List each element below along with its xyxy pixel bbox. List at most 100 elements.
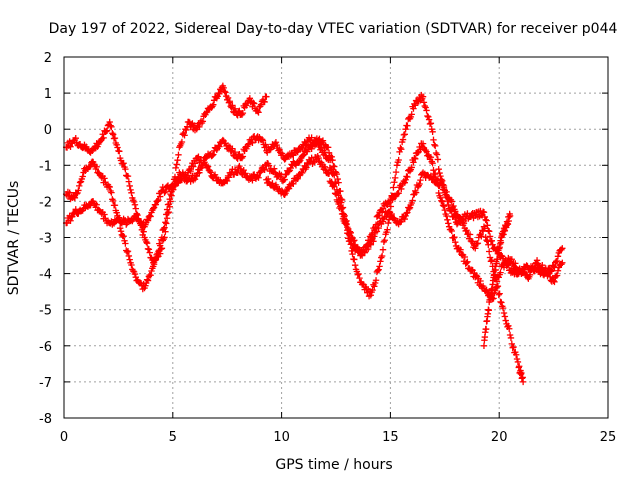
y-tick-label: -8	[39, 412, 52, 427]
data-point	[412, 189, 420, 196]
data-point	[486, 233, 494, 240]
data-point	[236, 107, 243, 115]
data-point	[451, 211, 458, 219]
data-point	[377, 258, 384, 265]
data-point	[414, 149, 422, 156]
data-point	[398, 185, 405, 193]
data-point	[457, 246, 464, 253]
data-point	[390, 184, 397, 191]
data-point	[508, 256, 516, 263]
data-point	[553, 272, 561, 279]
data-point	[550, 263, 557, 270]
data-point	[338, 205, 345, 213]
data-point	[398, 217, 405, 225]
data-point	[443, 193, 450, 201]
data-point	[250, 100, 258, 107]
data-point	[127, 186, 134, 194]
data-point	[408, 164, 415, 171]
data-point	[331, 171, 338, 179]
data-point	[436, 169, 443, 177]
data-point	[376, 263, 383, 270]
data-point	[255, 109, 262, 116]
data-point	[161, 189, 168, 196]
data-point	[220, 84, 227, 92]
data-point	[113, 209, 120, 216]
data-point	[483, 217, 490, 224]
data-point	[461, 253, 469, 261]
data-point	[485, 228, 493, 235]
x-tick-label: 0	[60, 430, 68, 445]
data-point	[371, 226, 378, 234]
data-point	[497, 269, 504, 276]
data-point	[354, 271, 361, 278]
data-point	[429, 160, 436, 167]
data-point	[433, 151, 441, 158]
data-point	[152, 255, 160, 263]
data-point	[355, 270, 362, 278]
data-point	[151, 257, 159, 264]
data-point	[385, 216, 393, 223]
data-point	[303, 164, 310, 171]
data-point	[178, 138, 186, 146]
y-tick-label: -4	[39, 268, 52, 283]
data-point	[443, 212, 450, 220]
data-point	[181, 132, 188, 139]
data-point	[207, 169, 214, 176]
data-point	[498, 299, 505, 306]
data-point	[123, 248, 131, 256]
data-point	[209, 152, 216, 159]
data-point	[505, 322, 512, 329]
data-point	[391, 174, 399, 182]
data-point	[558, 246, 565, 253]
x-tick-label: 20	[491, 430, 508, 445]
data-point	[452, 238, 459, 246]
data-point	[156, 193, 164, 200]
series-track-a	[62, 82, 270, 266]
data-point	[550, 277, 557, 285]
data-point	[125, 178, 133, 185]
data-point	[321, 149, 328, 156]
data-point	[199, 118, 207, 125]
data-point	[531, 264, 538, 271]
series-track-f	[263, 140, 566, 303]
data-point	[183, 172, 191, 179]
data-point	[175, 151, 182, 159]
data-point	[492, 284, 500, 291]
data-point	[482, 234, 489, 241]
data-point	[437, 172, 444, 180]
data-point	[162, 188, 169, 195]
data-point	[450, 202, 457, 210]
data-point	[432, 149, 440, 157]
data-point	[224, 177, 231, 185]
data-point	[273, 141, 281, 149]
y-axis-label: SDTVAR / TECUs	[6, 181, 22, 296]
y-tick-label: 2	[44, 51, 52, 66]
data-point	[351, 261, 359, 269]
data-point	[504, 221, 512, 228]
data-point	[480, 209, 488, 216]
data-point	[404, 173, 411, 181]
data-point	[447, 206, 455, 214]
data-point	[302, 142, 309, 149]
data-point	[506, 325, 513, 332]
data-point	[73, 190, 80, 198]
data-point	[285, 168, 293, 175]
data-point	[221, 88, 228, 95]
data-point	[472, 272, 480, 279]
data-point	[426, 120, 434, 128]
data-point	[430, 136, 437, 144]
data-point	[474, 240, 482, 247]
data-point	[298, 144, 306, 152]
data-point	[398, 146, 405, 153]
data-point	[438, 198, 446, 205]
data-point	[542, 265, 549, 272]
data-point	[358, 252, 366, 259]
data-point	[380, 238, 388, 246]
data-point	[324, 144, 332, 151]
data-point	[438, 197, 445, 204]
data-point	[140, 228, 147, 235]
data-point	[308, 134, 315, 141]
data-point	[375, 211, 382, 219]
data-point	[395, 156, 402, 164]
data-point	[122, 165, 129, 173]
